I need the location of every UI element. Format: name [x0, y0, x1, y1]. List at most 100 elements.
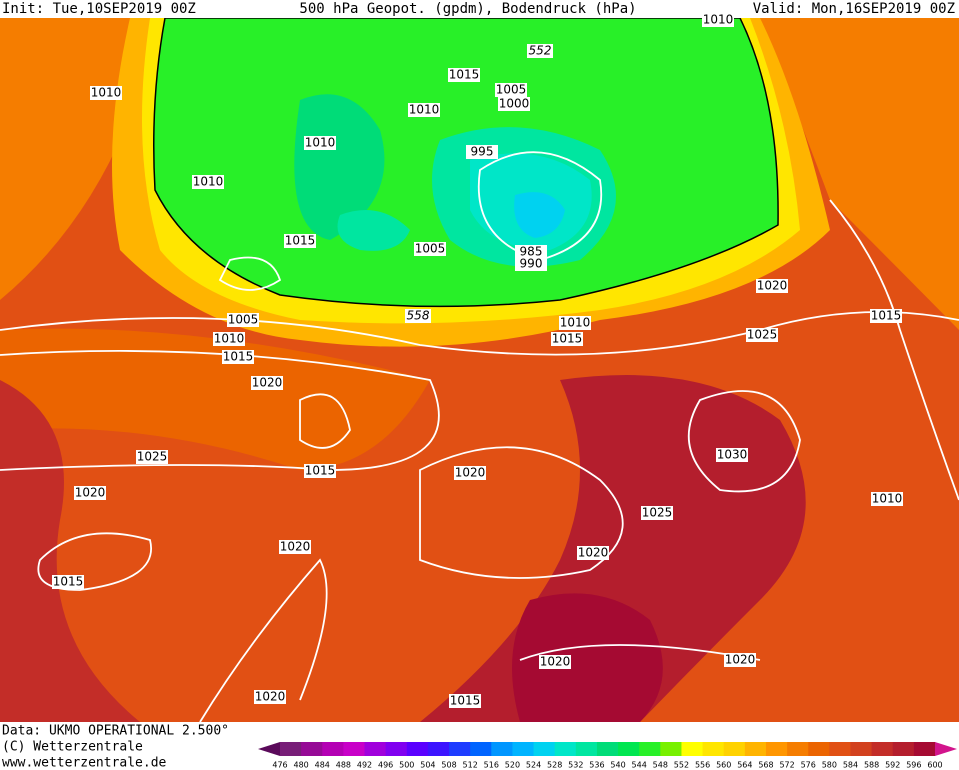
colorbar-label: 580 — [822, 761, 837, 770]
colorbar-label: 584 — [843, 761, 858, 770]
isobar-label: 1005 — [415, 242, 446, 256]
isobar-label: 1025 — [747, 328, 778, 342]
contour-label-box — [527, 44, 553, 58]
website: www.wetterzentrale.de — [2, 756, 167, 770]
data-source: Data: UKMO OPERATIONAL 2.500° — [2, 724, 229, 739]
isobar-label: 1020 — [540, 655, 571, 669]
colorbar-swatch — [301, 742, 323, 756]
isobar-label-box — [870, 309, 902, 323]
colorbar-label: 484 — [315, 761, 330, 770]
colorbar-label: 508 — [441, 761, 456, 770]
isobar-label: 1015 — [450, 694, 481, 708]
colorbar-label: 500 — [399, 761, 414, 770]
isobar-label-box — [227, 313, 259, 327]
isobar-label-box — [251, 376, 283, 390]
colorbar-swatch — [808, 742, 830, 756]
colorbar-swatch — [660, 742, 682, 756]
colorbar-swatch — [639, 742, 661, 756]
colorbar-label: 488 — [336, 761, 351, 770]
colorbar-label: 596 — [906, 761, 921, 770]
isobar-label-box — [515, 257, 547, 271]
colorbar-label: 556 — [695, 761, 710, 770]
isobar-label: 1005 — [228, 313, 259, 327]
colorbar-swatch — [512, 742, 535, 756]
colorbar-label: 516 — [484, 761, 499, 770]
isobar-label-box — [871, 492, 903, 506]
isobar-label: 1015 — [285, 234, 316, 248]
isobar-label-box — [222, 350, 254, 364]
colorbar-label: 524 — [526, 761, 541, 770]
isobar-label-box — [304, 136, 336, 150]
isobar-label: 1000 — [499, 97, 530, 111]
isobar-label: 1010 — [872, 492, 903, 506]
colorbar-label: 536 — [589, 761, 604, 770]
isobar-label: 1030 — [717, 448, 748, 462]
contour-label: 552 — [529, 44, 552, 58]
isobar-label-box — [454, 466, 486, 480]
isobar-label-box — [90, 86, 122, 100]
colorbar-swatch — [491, 742, 513, 756]
colorbar-swatch — [322, 742, 344, 756]
colorbar-swatch — [618, 742, 640, 756]
colorbar-swatch — [744, 742, 767, 756]
colorbar-label: 544 — [632, 761, 647, 770]
isobar-label: 1015 — [223, 350, 254, 364]
colorbar-swatch — [787, 742, 809, 756]
colorbar-swatch — [406, 742, 429, 756]
colorbar-label: 600 — [927, 761, 942, 770]
colorbar-swatch — [765, 742, 788, 756]
isobar-label: 1010 — [91, 86, 122, 100]
isobar-label: 1020 — [252, 376, 283, 390]
colorbar-label: 564 — [737, 761, 752, 770]
colorbar-label: 492 — [357, 761, 372, 770]
isobar-label: 1010 — [214, 332, 245, 346]
isobar-label-box — [577, 546, 609, 560]
isobar-label: 1020 — [455, 466, 486, 480]
isobar-label-box — [702, 13, 734, 27]
colorbar-swatch — [871, 742, 894, 756]
colorbar-label: 496 — [378, 761, 393, 770]
isobar-label-box — [515, 245, 547, 259]
colorbar-label: 532 — [568, 761, 583, 770]
colorbar-label: 504 — [420, 761, 435, 770]
colorbar-end — [935, 742, 957, 756]
isobar-label-box — [448, 68, 480, 82]
isobar-label: 1020 — [725, 653, 756, 667]
isobar-label-box — [213, 332, 245, 346]
colorbar-swatch — [343, 742, 366, 756]
colorbar-swatch — [364, 742, 387, 756]
colorbar-label: 540 — [610, 761, 625, 770]
colorbar-label: 572 — [779, 761, 794, 770]
isobar-label: 1020 — [280, 540, 311, 554]
isobar-label: 990 — [520, 257, 543, 271]
isobar-label-box — [52, 575, 84, 589]
isobar-label-box — [74, 486, 106, 500]
isobar-label-box — [716, 448, 748, 462]
colorbar-label: 576 — [801, 761, 816, 770]
isobar-label: 1020 — [255, 690, 286, 704]
colorbar-swatch — [596, 742, 619, 756]
isobar-label-box — [279, 540, 311, 554]
colorbar-end — [258, 742, 280, 756]
contour-label: 558 — [407, 309, 430, 323]
isobar-label: 1020 — [578, 546, 609, 560]
colorbar-label: 512 — [463, 761, 478, 770]
colorbar-swatch — [470, 742, 492, 756]
colorbar-swatch — [575, 742, 598, 756]
colorbar-swatch — [385, 742, 408, 756]
isobar-label: 1010 — [305, 136, 336, 150]
isobar-label-box — [414, 242, 446, 256]
colorbar-swatch — [892, 742, 915, 756]
colorbar-label: 480 — [293, 761, 308, 770]
contour-label-box — [405, 309, 431, 323]
isobar-label-box — [551, 332, 583, 346]
map — [0, 17, 959, 723]
colorbar-swatch — [533, 742, 556, 756]
colorbar-swatch — [280, 742, 302, 756]
colorbar-swatch — [681, 742, 704, 756]
isobar-label: 995 — [471, 145, 494, 159]
colorbar-swatch — [829, 742, 851, 756]
isobar-label: 1015 — [552, 332, 583, 346]
colorbar-swatch — [702, 742, 725, 756]
